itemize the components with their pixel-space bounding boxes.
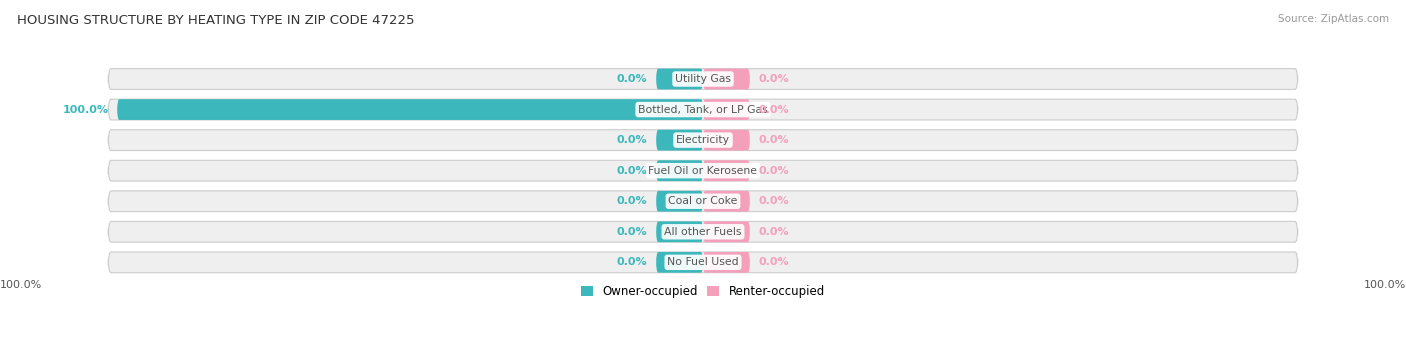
Text: 0.0%: 0.0% [617, 166, 647, 176]
Text: 0.0%: 0.0% [617, 257, 647, 267]
Text: 0.0%: 0.0% [759, 166, 789, 176]
Text: 0.0%: 0.0% [759, 105, 789, 115]
Text: Bottled, Tank, or LP Gas: Bottled, Tank, or LP Gas [638, 105, 768, 115]
Text: Fuel Oil or Kerosene: Fuel Oil or Kerosene [648, 166, 758, 176]
Text: 0.0%: 0.0% [617, 135, 647, 145]
Text: 0.0%: 0.0% [759, 135, 789, 145]
FancyBboxPatch shape [108, 130, 1298, 150]
FancyBboxPatch shape [657, 160, 703, 181]
FancyBboxPatch shape [108, 99, 1298, 120]
Text: No Fuel Used: No Fuel Used [668, 257, 738, 267]
FancyBboxPatch shape [657, 69, 703, 89]
Text: 100.0%: 100.0% [62, 105, 108, 115]
Legend: Owner-occupied, Renter-occupied: Owner-occupied, Renter-occupied [576, 280, 830, 303]
FancyBboxPatch shape [108, 252, 1298, 273]
Text: 0.0%: 0.0% [759, 196, 789, 206]
FancyBboxPatch shape [657, 191, 703, 212]
FancyBboxPatch shape [657, 252, 703, 273]
FancyBboxPatch shape [703, 252, 749, 273]
FancyBboxPatch shape [703, 160, 749, 181]
Text: 0.0%: 0.0% [617, 74, 647, 84]
Text: 0.0%: 0.0% [617, 227, 647, 237]
Text: 100.0%: 100.0% [1364, 280, 1406, 290]
Text: Coal or Coke: Coal or Coke [668, 196, 738, 206]
FancyBboxPatch shape [117, 99, 703, 120]
FancyBboxPatch shape [703, 130, 749, 150]
FancyBboxPatch shape [657, 221, 703, 242]
Text: 0.0%: 0.0% [617, 196, 647, 206]
FancyBboxPatch shape [703, 99, 749, 120]
FancyBboxPatch shape [703, 191, 749, 212]
FancyBboxPatch shape [703, 69, 749, 89]
FancyBboxPatch shape [108, 221, 1298, 242]
Text: Electricity: Electricity [676, 135, 730, 145]
FancyBboxPatch shape [657, 130, 703, 150]
Text: Source: ZipAtlas.com: Source: ZipAtlas.com [1278, 14, 1389, 24]
FancyBboxPatch shape [108, 160, 1298, 181]
FancyBboxPatch shape [703, 221, 749, 242]
Text: 0.0%: 0.0% [759, 74, 789, 84]
Text: 0.0%: 0.0% [759, 227, 789, 237]
Text: Utility Gas: Utility Gas [675, 74, 731, 84]
Text: 100.0%: 100.0% [0, 280, 42, 290]
Text: HOUSING STRUCTURE BY HEATING TYPE IN ZIP CODE 47225: HOUSING STRUCTURE BY HEATING TYPE IN ZIP… [17, 14, 415, 27]
FancyBboxPatch shape [108, 69, 1298, 89]
Text: 0.0%: 0.0% [759, 257, 789, 267]
FancyBboxPatch shape [108, 191, 1298, 212]
Text: All other Fuels: All other Fuels [664, 227, 742, 237]
